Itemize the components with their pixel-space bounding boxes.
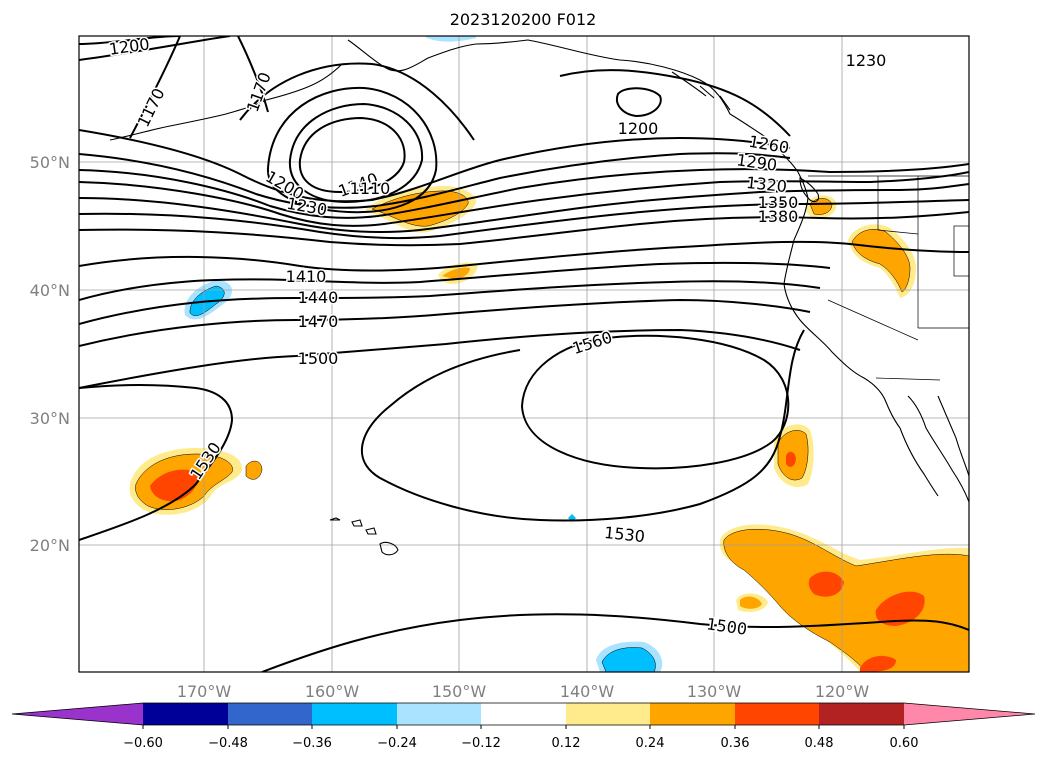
contour-label: 1110 (350, 179, 391, 198)
colorbar-segment (735, 703, 819, 725)
colorbar-tick-marks (142, 725, 905, 729)
contour-label: 1440 (298, 288, 339, 307)
colorbar-tick-label: 0.60 (890, 736, 919, 751)
map-title: 2023120200 F012 (450, 10, 597, 29)
colorbar-segment (228, 703, 312, 725)
colorbar-segment (143, 703, 228, 725)
colorbar-segment (650, 703, 735, 725)
colorbar-segment (819, 703, 904, 725)
lat-label: 40°N (30, 281, 70, 300)
colorbar-tick-label: −0.60 (123, 736, 163, 751)
colorbar-tick-label: −0.48 (208, 736, 248, 751)
colorbar-segment (904, 703, 1035, 725)
lon-label: 120°W (815, 682, 870, 701)
contour-label: 1350 (758, 193, 799, 212)
contour-label: 1530 (603, 523, 645, 546)
colorbar: −0.60 −0.48 −0.36 −0.24 −0.12 0.12 0.24 … (11, 702, 1036, 751)
lon-label: 130°W (687, 682, 742, 701)
lat-label: 20°N (30, 536, 70, 555)
colorbar-segment (312, 703, 397, 725)
lat-label: 50°N (30, 153, 70, 172)
contour-label: 1500 (298, 349, 339, 368)
lon-label: 170°W (177, 682, 232, 701)
colorbar-tick-label: −0.36 (292, 736, 332, 751)
lon-label: 140°W (560, 682, 615, 701)
lon-label: 160°W (305, 682, 360, 701)
colorbar-tick-label: 0.36 (721, 736, 750, 751)
contour-label: 1230 (846, 51, 887, 70)
contour-label: 1200 (618, 119, 659, 138)
colorbar-tick-label: −0.12 (461, 736, 501, 751)
contour-label: 1410 (286, 267, 327, 286)
latitude-labels: 50°N 40°N 30°N 20°N (30, 153, 70, 555)
longitude-labels: 170°W 160°W 150°W 140°W 130°W 120°W (177, 682, 870, 701)
colorbar-segment (481, 703, 566, 725)
lat-label: 30°N (30, 409, 70, 428)
colorbar-tick-label: −0.24 (377, 736, 417, 751)
colorbar-segment (566, 703, 650, 725)
contour-label: 1380 (758, 207, 799, 226)
contours (79, 36, 969, 672)
contour-label: 1470 (298, 312, 339, 331)
map-frame (78, 35, 970, 673)
colorbar-tick-label: 0.48 (805, 736, 834, 751)
map-panel: 1200 1170 1170 1230 1200 1260 1290 1320 … (78, 35, 970, 673)
colorbar-segment (397, 703, 481, 725)
colorbar-segment (12, 703, 143, 725)
colorbar-tick-label: 0.24 (636, 736, 665, 751)
colorbar-tick-label: 0.12 (552, 736, 581, 751)
lon-label: 150°W (432, 682, 487, 701)
